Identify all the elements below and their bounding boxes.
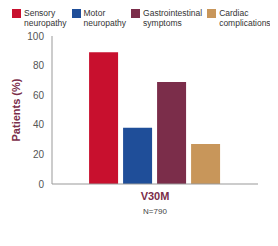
svg-text:Patients (%): Patients (%) [10,78,22,141]
html-text:Cardiac complications: Cardiac complications [219,8,271,28]
svg-text:100: 100 [27,31,44,42]
svg-text:0: 0 [38,179,44,190]
svg-text:20: 20 [33,149,45,160]
html-text:Motor neuropathy: Motor neuropathy [83,8,127,28]
svg-text:40: 40 [33,119,45,130]
svg-text:V30M: V30M [141,190,170,202]
svg-text:60: 60 [33,90,45,101]
html-text:Gastrointestinal symptoms: Gastrointestinal symptoms [143,8,203,28]
html-text:Sensory neuropathy: Sensory neuropathy [24,8,67,28]
svg-text:N=790: N=790 [143,207,167,216]
svg-text:80: 80 [33,60,45,71]
